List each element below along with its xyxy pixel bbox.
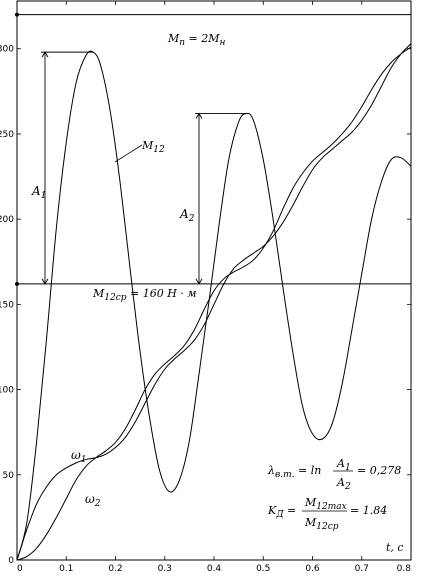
x-tick-label: 0.4	[207, 564, 222, 574]
x-tick-label: 0.2	[108, 564, 122, 574]
rated-torque-label: Mп = 2Mн	[167, 32, 226, 48]
amplitude-markers	[41, 51, 247, 285]
a1-label: A1	[31, 184, 46, 201]
w1-label: ω1	[71, 448, 87, 465]
axis-ticks: 0 0.1 0.2 0.3 0.4 0.5 0.6 0.7 0.8 0 50 100 150 200 250…	[0, 1, 412, 574]
x-tick-label: 0.7	[355, 564, 369, 574]
x-tick-label: 0.3	[158, 564, 172, 574]
y-tick-label: 0	[8, 556, 14, 566]
m12-leader	[114, 144, 143, 163]
a2-label: A2	[179, 207, 195, 224]
x-tick-label: 0.6	[305, 564, 320, 574]
y-tick-label: 200	[0, 215, 14, 225]
reference-line-dot	[15, 12, 19, 17]
svg-text:= 1.84: = 1.84	[350, 504, 387, 517]
m12-curve	[16, 50, 412, 561]
x-tick-label: 0.8	[397, 564, 412, 574]
x-axis-label: t, c	[386, 541, 404, 554]
a2-arrow-bottom	[195, 278, 203, 285]
omega1-curve	[16, 43, 412, 561]
y-tick-label: 250	[0, 130, 14, 140]
series-lines	[16, 43, 412, 561]
svg-text:= 0,278: = 0,278	[357, 464, 401, 477]
y-tick-label: 50	[3, 471, 15, 481]
y-tick-label: 150	[0, 300, 14, 310]
plot-frame	[16, 0, 412, 561]
a1-arrow-bottom	[41, 278, 49, 285]
y-tick-label: 100	[0, 386, 14, 396]
x-tick-label: 0.1	[59, 564, 73, 574]
omega2-curve	[16, 46, 412, 561]
reference-lines	[15, 12, 411, 286]
svg-text:λв.т. = ln: λв.т. = ln	[267, 464, 321, 480]
reference-line-dot	[15, 281, 19, 286]
a1-arrow-top	[41, 51, 49, 58]
mean-torque-label: M12ср = 160 H · м	[92, 287, 196, 303]
svg-text:KД =: KД =	[267, 504, 296, 520]
a2-arrow-top	[195, 112, 203, 119]
w2-label: ω2	[85, 492, 101, 509]
x-tick-label: 0.5	[256, 564, 270, 574]
m12-label: M12	[141, 139, 165, 155]
y-tick-label: 300	[0, 45, 14, 55]
x-tick-label: 0	[17, 564, 23, 574]
